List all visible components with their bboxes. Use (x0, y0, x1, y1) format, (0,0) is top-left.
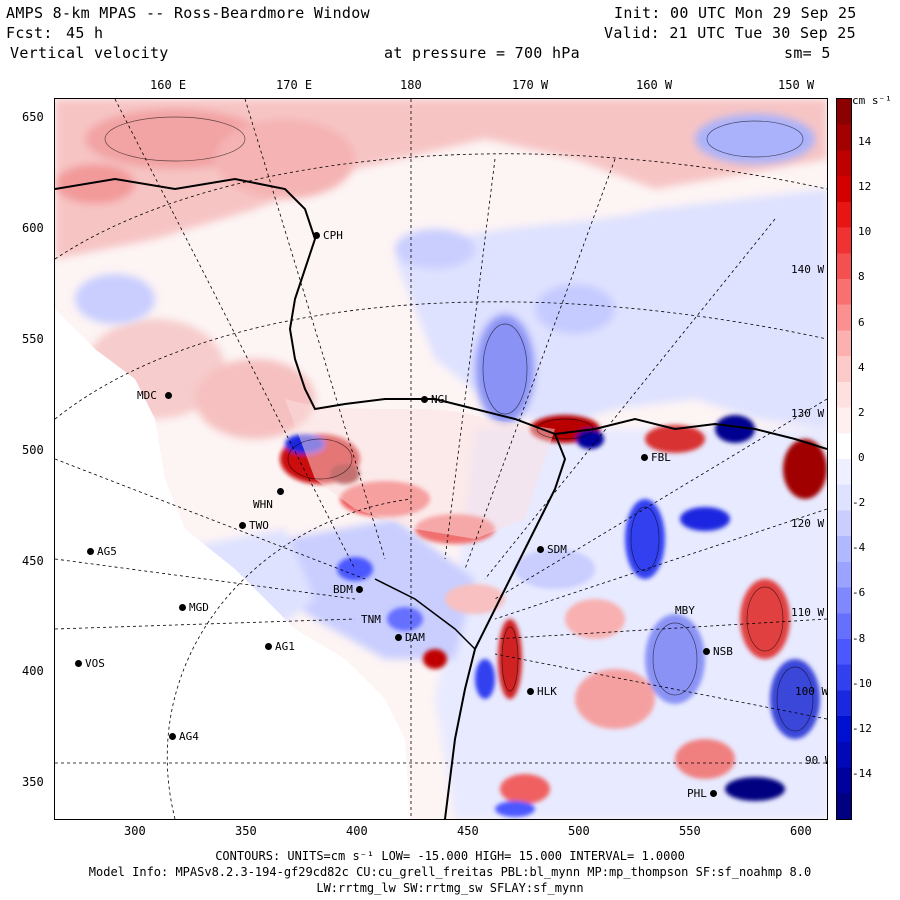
colorbar-tick: -10 (852, 676, 872, 690)
y-tick: 500 (22, 443, 44, 457)
station-hlk[interactable]: HLK (527, 685, 557, 698)
contour-lines (104, 116, 814, 732)
model-info: Model Info: MPASv8.2.3-194-gf29cd82c CU:… (88, 865, 812, 879)
forecast-label: Fcst: (6, 24, 53, 42)
colorbar-tick: -12 (852, 721, 872, 735)
colorbar-tick: -2 (852, 496, 866, 510)
colorbar-tick: 10 (858, 225, 872, 239)
y-tick: 400 (22, 664, 44, 678)
colorbar-tick: 0 (858, 451, 865, 464)
y-tick: 450 (22, 554, 44, 568)
colorbar-units: cm s⁻¹ (852, 94, 892, 107)
station-mgd[interactable]: MGD (179, 601, 209, 614)
x-tick: 400 (346, 824, 368, 838)
lon-tick: 160 E (150, 78, 187, 92)
coastline (55, 177, 567, 819)
physics-info: LW:rrtmg_lw SW:rrtmg_sw SFLAY:sf_mynn (316, 881, 584, 895)
pressure-level: at pressure = 700 hPa (384, 44, 580, 62)
inner-lon-label: 110 W (791, 606, 825, 619)
colorbar-tick: -14 (852, 767, 872, 780)
colorbar (836, 98, 852, 820)
colorbar-tick: 12 (858, 180, 872, 194)
station-ag5[interactable]: AG5 (87, 545, 117, 558)
lon-tick: 170 E (276, 78, 313, 92)
station-cph[interactable]: CPH (313, 229, 343, 242)
x-tick: 450 (457, 824, 479, 838)
grounding-line (374, 578, 476, 650)
colorbar-tick: 4 (858, 360, 865, 374)
strong-cells (280, 415, 827, 817)
smoothing: sm= 5 (784, 44, 831, 62)
plot-title: AMPS 8-km MPAS -- Ross-Beardmore Window (6, 4, 370, 22)
velocity-field (55, 99, 827, 819)
graticule (55, 99, 827, 819)
colorbar-tick: 2 (858, 405, 865, 419)
inner-lon-label: 130 W (791, 407, 825, 420)
map-panel[interactable]: CPH MDC NGL WHN TWO AG5 SDM MGD AG1 VOS … (54, 98, 828, 820)
x-tick: 300 (124, 824, 146, 838)
station-fbl[interactable]: FBL (641, 451, 671, 464)
lon-tick: 180 (400, 78, 422, 92)
colorbar-tick: 8 (858, 270, 865, 284)
station-mdc[interactable]: MDC (137, 389, 172, 402)
colorbar-tick: -4 (852, 541, 866, 555)
station-mby[interactable]: MBY (675, 604, 695, 617)
station-sdm[interactable]: SDM (537, 543, 567, 556)
station-whn[interactable]: WHN (253, 485, 284, 511)
station-tnm[interactable]: TNM (361, 613, 381, 626)
inner-lon-label: 140 W (791, 263, 825, 276)
init-time: Init: 00 UTC Mon 29 Sep 25 (614, 4, 857, 22)
lon-tick: 160 W (636, 78, 673, 92)
ice-shelf (285, 399, 555, 539)
y-tick: 600 (22, 221, 44, 235)
x-tick: 500 (568, 824, 590, 838)
station-ngl[interactable]: NGL (421, 393, 451, 406)
inner-lon-label: 100 W (795, 685, 828, 698)
inner-lon-label: 90 W (805, 754, 827, 767)
lon-tick: 150 W (778, 78, 815, 92)
variable-name: Vertical velocity (10, 44, 169, 62)
station-nsb[interactable]: NSB (703, 645, 733, 658)
inner-lon-label: 120 W (791, 517, 825, 530)
colorbar-tick: 6 (858, 315, 865, 329)
x-tick: 600 (790, 824, 812, 838)
colorbar-tick: 14 (858, 135, 872, 148)
station-two[interactable]: TWO (239, 519, 269, 532)
y-tick: 350 (22, 775, 44, 789)
station-ag4[interactable]: AG4 (169, 730, 199, 743)
y-tick: 650 (22, 110, 44, 124)
valid-time: Valid: 21 UTC Tue 30 Sep 25 (604, 24, 856, 42)
downdraft-broad (75, 114, 827, 819)
station-phl[interactable]: PHL (687, 787, 717, 800)
station-ag1[interactable]: AG1 (265, 640, 295, 653)
station-bdm[interactable]: BDM (333, 583, 363, 596)
colorbar-tick: -8 (852, 631, 866, 645)
x-tick: 350 (235, 824, 257, 838)
y-tick: 550 (22, 332, 44, 346)
forecast-hour: 45 h (66, 24, 104, 42)
coastline-east (554, 417, 827, 450)
contour-info: CONTOURS: UNITS=cm s⁻¹ LOW= -15.000 HIGH… (215, 849, 685, 863)
plateau-mask (55, 309, 410, 819)
station-vos[interactable]: VOS (75, 657, 105, 670)
x-tick: 550 (679, 824, 701, 838)
station-dam[interactable]: DAM (395, 631, 425, 644)
lon-tick: 170 W (512, 78, 549, 92)
colorbar-tick: -6 (852, 586, 866, 600)
